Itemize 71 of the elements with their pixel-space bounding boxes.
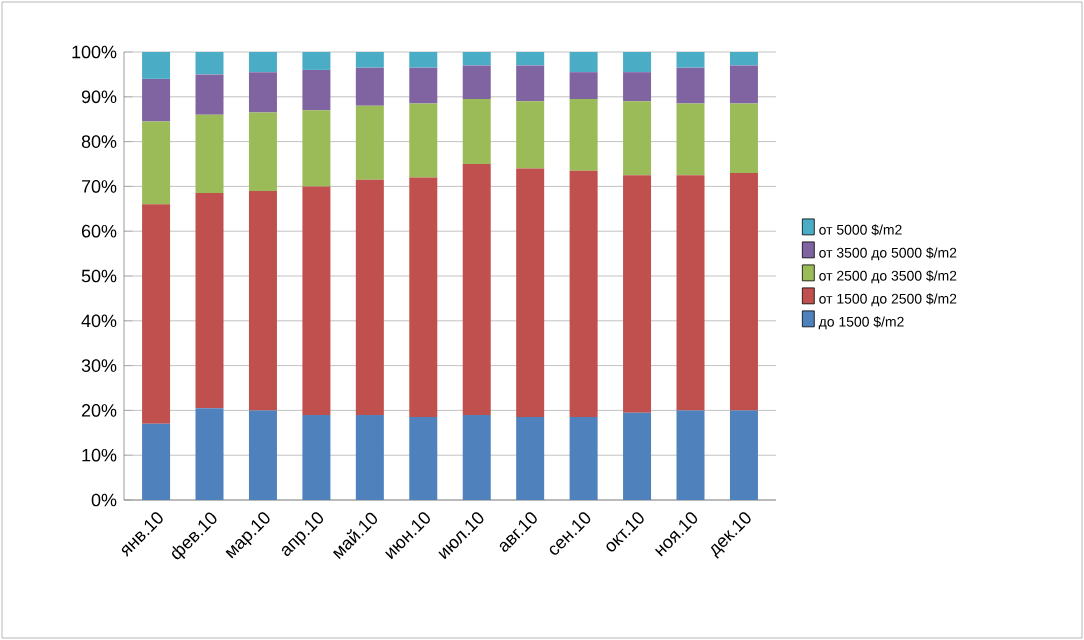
- bar: [302, 51, 331, 70]
- bar: [462, 163, 491, 415]
- bar: [142, 204, 171, 424]
- bar: [195, 74, 224, 115]
- bar: [142, 121, 171, 205]
- bar: [676, 103, 705, 176]
- bar: [355, 179, 384, 415]
- bar: [729, 103, 758, 173]
- y-tick-label: 60%: [81, 224, 117, 238]
- bar: [676, 67, 705, 104]
- bar: [302, 414, 331, 500]
- bar: [409, 103, 438, 178]
- bar: [302, 69, 331, 111]
- bar: [569, 417, 598, 500]
- bar: [248, 72, 277, 113]
- bar: [248, 190, 277, 411]
- y-tick-label: 30%: [81, 359, 117, 372]
- bar: [623, 72, 652, 102]
- bar: [623, 51, 652, 73]
- bar: [355, 105, 384, 180]
- bar: [676, 51, 705, 68]
- bar: [462, 99, 491, 164]
- bar: [462, 65, 491, 100]
- y-tick-label: 50%: [81, 269, 117, 283]
- bar: [623, 101, 652, 176]
- bar: [409, 67, 438, 104]
- bar: [355, 414, 384, 500]
- bar: [248, 410, 277, 500]
- bar: [142, 51, 171, 79]
- bar: [516, 417, 545, 500]
- bar: [516, 101, 545, 169]
- bar: [195, 193, 224, 409]
- bar: [569, 170, 598, 418]
- bar: [462, 51, 491, 66]
- bar: [729, 172, 758, 411]
- bar: [729, 65, 758, 104]
- bar: [516, 168, 545, 418]
- bar: [302, 186, 331, 415]
- bar: [195, 51, 224, 75]
- bar: [355, 51, 384, 68]
- bar: [569, 51, 598, 73]
- bar: [302, 110, 331, 187]
- bar: [676, 410, 705, 500]
- bar: [729, 51, 758, 66]
- bar: [195, 408, 224, 500]
- bar: [409, 51, 438, 68]
- y-tick-label: 40%: [81, 314, 117, 328]
- y-tick-label: 100%: [72, 45, 117, 59]
- bar: [142, 423, 171, 500]
- bar: [569, 72, 598, 100]
- bar: [516, 65, 545, 102]
- bar: [248, 51, 277, 73]
- y-tick-label: 80%: [81, 135, 117, 148]
- y-tick-label: 90%: [81, 90, 117, 104]
- bar: [355, 67, 384, 106]
- bar: [248, 112, 277, 191]
- bar: [409, 177, 438, 418]
- bar: [516, 51, 545, 66]
- bar: [409, 417, 438, 500]
- y-tick-label: 20%: [81, 404, 117, 417]
- bar: [623, 412, 652, 500]
- bar: [676, 175, 705, 411]
- bar: [569, 99, 598, 171]
- y-tick-label: 0%: [91, 493, 117, 507]
- bar: [623, 175, 652, 413]
- y-tick-label: 70%: [81, 180, 117, 193]
- bar: [729, 410, 758, 500]
- y-tick-label: 10%: [82, 448, 117, 462]
- bar: [462, 414, 491, 500]
- bar: [195, 114, 224, 194]
- bar: [142, 78, 171, 122]
